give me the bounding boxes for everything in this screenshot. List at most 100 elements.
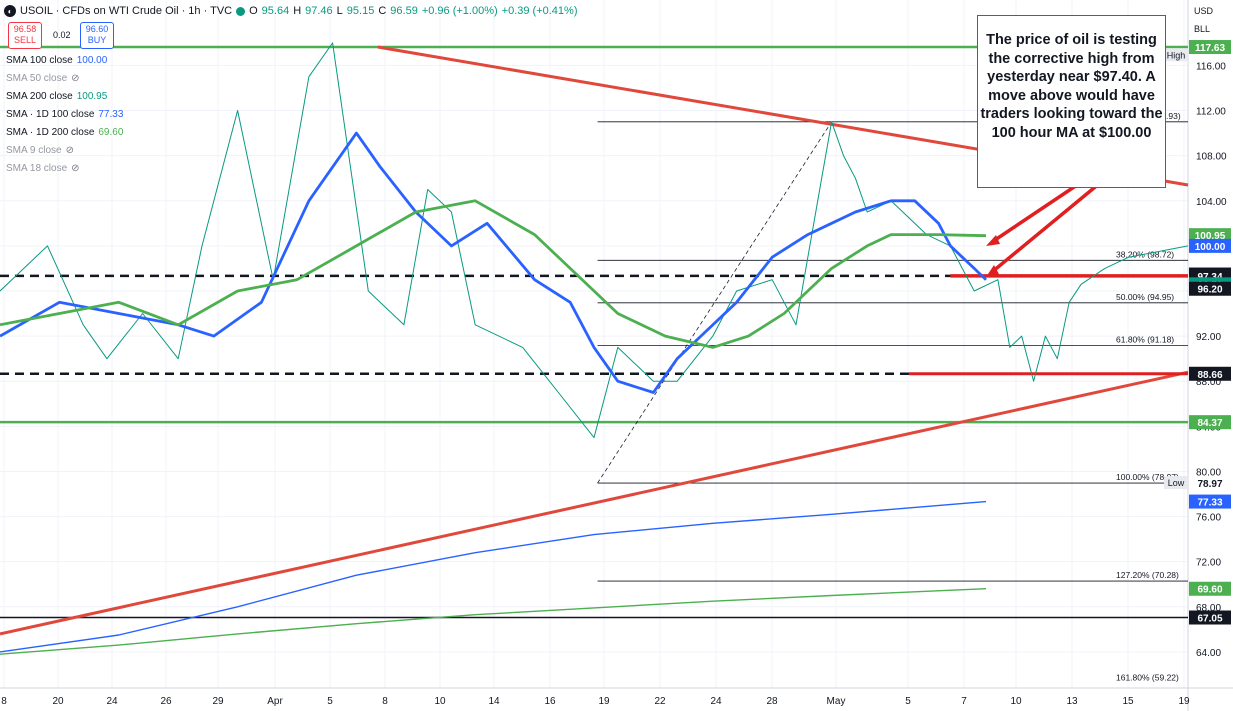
indicator-label: SMA 100 close [6,54,73,66]
fib-top-label: .93) [1166,111,1181,121]
x-tick-label: 22 [654,696,666,707]
x-tick-label: 20 [52,696,64,707]
series-line [0,500,987,653]
price-label-bg [1189,281,1231,296]
price-label-bg [1189,228,1231,243]
high-tag: High [1167,50,1186,60]
x-tick-label: 16 [544,696,556,707]
fib-level-label: 100.00% (78.97) [1116,472,1179,482]
x-tick-label: 8 [1,696,7,707]
price-label: 78.97 [1197,479,1222,490]
open-label: O [249,5,258,17]
indicator-row[interactable]: SMA 9 close ⊘ [6,143,74,157]
price-label: 96.20 [1197,285,1222,296]
symbol-title[interactable]: USOIL · CFDs on WTI Crude Oil · 1h · TVC [20,5,233,17]
price-label-bg [1189,40,1231,55]
indicator-row[interactable]: SMA · 1D 200 close 69.60 [6,125,123,139]
fib-trendline [597,121,832,484]
indicator-value: 100.95 [76,90,108,102]
spread-value: 0.02 [53,30,71,40]
indicator-row[interactable]: SMA 100 close 100.00 [6,53,107,67]
callout-arrow-1 [991,181,1081,244]
indicator-label: SMA · 1D 200 close [6,126,95,138]
indicator-label: SMA 9 close [6,144,62,156]
currency-label[interactable]: USD [1194,6,1214,16]
y-tick-label: 88.00 [1196,377,1221,388]
price-label: 100.95 [1195,231,1226,242]
buy-price: 96.60 [85,24,109,34]
x-tick-label: 29 [212,696,224,707]
annotation-callout: The price of oil is testing the correcti… [977,15,1166,188]
x-tick-label: 5 [905,696,911,707]
sell-button[interactable]: 96.58 SELL [8,22,42,49]
symbol-logo-icon: ◐ [4,5,16,17]
open-value: 95.64 [261,5,290,17]
x-tick-label: 19 [598,696,610,707]
indicator-row[interactable]: SMA 18 close ⊘ [6,161,80,175]
x-tick-label: 10 [1010,696,1022,707]
price-label: 67.05 [1197,614,1222,625]
fib-level-label: 161.80% (59.22) [1116,672,1179,682]
y-tick-label: 76.00 [1196,513,1221,524]
indicator-row[interactable]: SMA · 1D 100 close 77.33 [6,107,123,121]
close-value: 96.59 [390,5,418,17]
y-tick-label: 104.00 [1196,197,1227,208]
market-open-icon [236,6,246,16]
hidden-eye-icon[interactable]: ⊘ [71,72,80,84]
indicator-value: 77.33 [98,108,124,120]
x-tick-label: 7 [961,696,967,707]
x-tick-label: 19 [1178,696,1190,707]
x-tick-label: 28 [766,696,778,707]
price-label-bg [1189,610,1231,625]
indicator-value: 100.00 [76,54,108,66]
y-tick-label: 72.00 [1196,558,1221,569]
high-value: 97.46 [305,5,333,17]
x-tick-label: 14 [488,696,500,707]
y-tick-label: 80.00 [1196,467,1221,478]
low-value: 95.15 [346,5,375,17]
x-tick-label: 8 [382,696,388,707]
price-label-bg [1189,415,1231,430]
x-tick-label: 24 [106,696,118,707]
x-tick-label: May [827,696,846,707]
indicator-label: SMA 50 close [6,72,68,84]
buy-button[interactable]: 96.60 BUY [80,22,114,49]
close-label: C [378,5,387,17]
series-line [0,588,987,655]
price-label: 100.00 [1195,242,1226,253]
x-tick-label: 24 [710,696,722,707]
low-tag: Low [1168,478,1185,488]
y-tick-label: 64.00 [1196,648,1221,659]
hidden-eye-icon[interactable]: ⊘ [65,144,74,156]
price-label: 77.33 [1197,498,1222,509]
y-tick-label: 116.00 [1196,61,1226,72]
hidden-eye-icon[interactable]: ⊘ [71,162,80,174]
price-label-bg [1189,581,1231,596]
chart-header: ◐ USOIL · CFDs on WTI Crude Oil · 1h · T… [4,3,578,19]
callout-text: The price of oil is testing the correcti… [980,32,1163,141]
x-tick-label: Apr [267,696,283,707]
callout-arrow-2 [990,181,1102,274]
unit-label[interactable]: BLL [1194,24,1211,34]
sell-price: 96.58 [13,24,37,34]
fib-level-label: 61.80% (91.18) [1116,334,1174,344]
indicator-label: SMA · 1D 100 close [6,108,95,120]
x-tick-label: 10 [434,696,446,707]
indicator-row[interactable]: SMA 200 close 100.95 [6,89,107,103]
series-line [0,199,987,349]
low-label: L [336,5,343,17]
high-label: H [293,5,302,17]
price-label: 69.60 [1197,585,1222,596]
y-tick-label: 92.00 [1196,332,1221,343]
fib-level-label: 127.20% (70.28) [1116,570,1179,580]
price-label: 88.66 [1197,370,1222,381]
x-tick-label: 15 [1122,696,1134,707]
price-label: 117.63 [1195,43,1225,54]
indicator-label: SMA 18 close [6,162,68,174]
indicator-row[interactable]: SMA 50 close ⊘ [6,71,80,85]
series-line [0,131,987,394]
x-tick-label: 13 [1066,696,1078,707]
price-label: 84.37 [1197,418,1222,429]
fib-level-label: 50.00% (94.95) [1116,292,1174,302]
